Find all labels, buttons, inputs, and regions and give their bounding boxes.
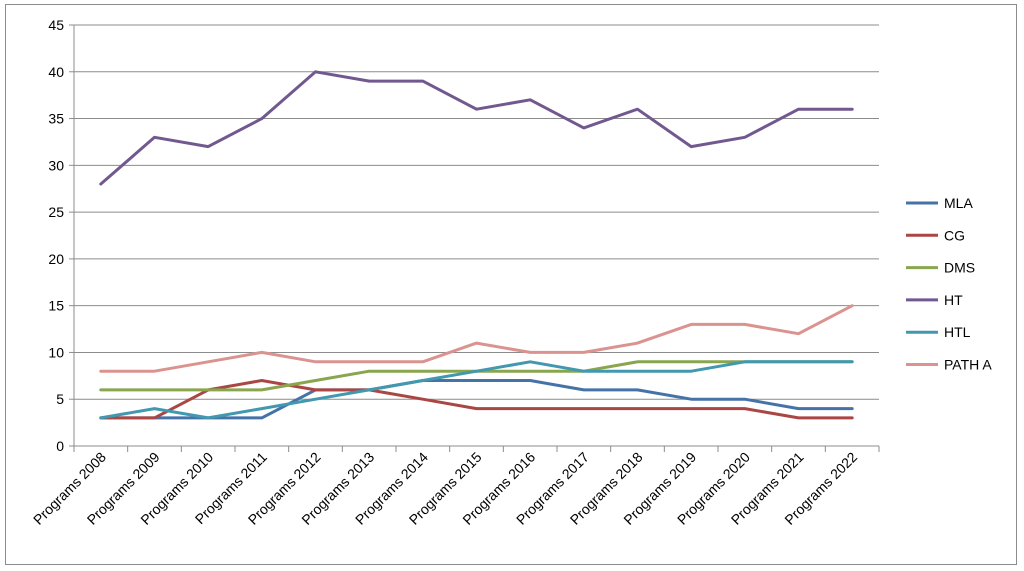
y-tick-label: 25 <box>48 204 64 220</box>
legend-label-dms: DMS <box>944 260 975 276</box>
y-tick-label: 20 <box>48 251 64 267</box>
legend-label-mla: MLA <box>944 195 973 211</box>
y-tick-label: 10 <box>48 344 64 360</box>
legend-label-htl: HTL <box>944 324 971 340</box>
y-tick-label: 0 <box>56 438 64 454</box>
chart-frame <box>5 4 1017 565</box>
legend-label-path-a: PATH A <box>944 357 992 373</box>
series-line-ht <box>99 70 854 186</box>
y-tick-label: 35 <box>48 111 64 127</box>
series-line-path-a <box>99 304 854 373</box>
y-tick-label: 30 <box>48 157 64 173</box>
legend-label-cg: CG <box>944 227 965 243</box>
legend-label-ht: HT <box>944 292 963 308</box>
y-tick-label: 15 <box>48 298 64 314</box>
y-tick-label: 45 <box>48 17 64 33</box>
series-line-mla <box>99 379 854 420</box>
y-tick-label: 40 <box>48 64 64 80</box>
series-line-htl <box>99 360 854 420</box>
y-tick-label: 5 <box>56 391 64 407</box>
series-line-dms <box>99 360 854 392</box>
series-line-cg <box>99 379 854 420</box>
